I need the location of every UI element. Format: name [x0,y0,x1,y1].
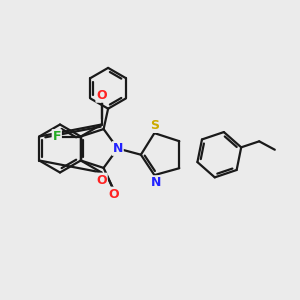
Text: O: O [109,188,119,200]
Text: O: O [96,89,107,102]
Text: N: N [151,176,161,189]
Text: S: S [150,119,159,132]
Text: F: F [52,130,61,143]
Text: O: O [96,173,107,187]
Text: N: N [112,142,123,155]
